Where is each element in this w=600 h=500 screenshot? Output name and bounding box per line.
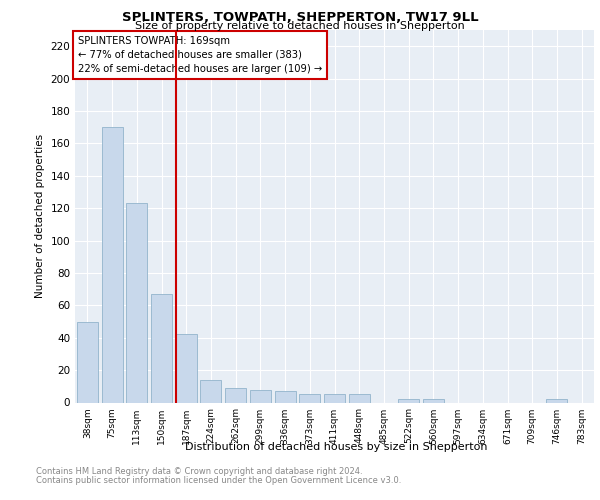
Bar <box>225 388 246 402</box>
Y-axis label: Number of detached properties: Number of detached properties <box>35 134 45 298</box>
Bar <box>423 400 444 402</box>
Bar <box>547 400 568 402</box>
Bar <box>151 294 172 403</box>
Text: SPLINTERS, TOWPATH, SHEPPERTON, TW17 9LL: SPLINTERS, TOWPATH, SHEPPERTON, TW17 9LL <box>122 11 478 24</box>
Text: Contains HM Land Registry data © Crown copyright and database right 2024.: Contains HM Land Registry data © Crown c… <box>36 467 362 476</box>
Bar <box>77 322 98 402</box>
Text: Distribution of detached houses by size in Shepperton: Distribution of detached houses by size … <box>185 442 487 452</box>
Bar <box>349 394 370 402</box>
Bar <box>176 334 197 402</box>
Bar <box>275 391 296 402</box>
Bar <box>299 394 320 402</box>
Text: Size of property relative to detached houses in Shepperton: Size of property relative to detached ho… <box>135 21 465 31</box>
Bar <box>250 390 271 402</box>
Bar <box>101 127 122 402</box>
Bar <box>200 380 221 402</box>
Text: Contains public sector information licensed under the Open Government Licence v3: Contains public sector information licen… <box>36 476 401 485</box>
Bar <box>398 400 419 402</box>
Text: SPLINTERS TOWPATH: 169sqm
← 77% of detached houses are smaller (383)
22% of semi: SPLINTERS TOWPATH: 169sqm ← 77% of detac… <box>77 36 322 74</box>
Bar <box>324 394 345 402</box>
Bar <box>126 204 147 402</box>
